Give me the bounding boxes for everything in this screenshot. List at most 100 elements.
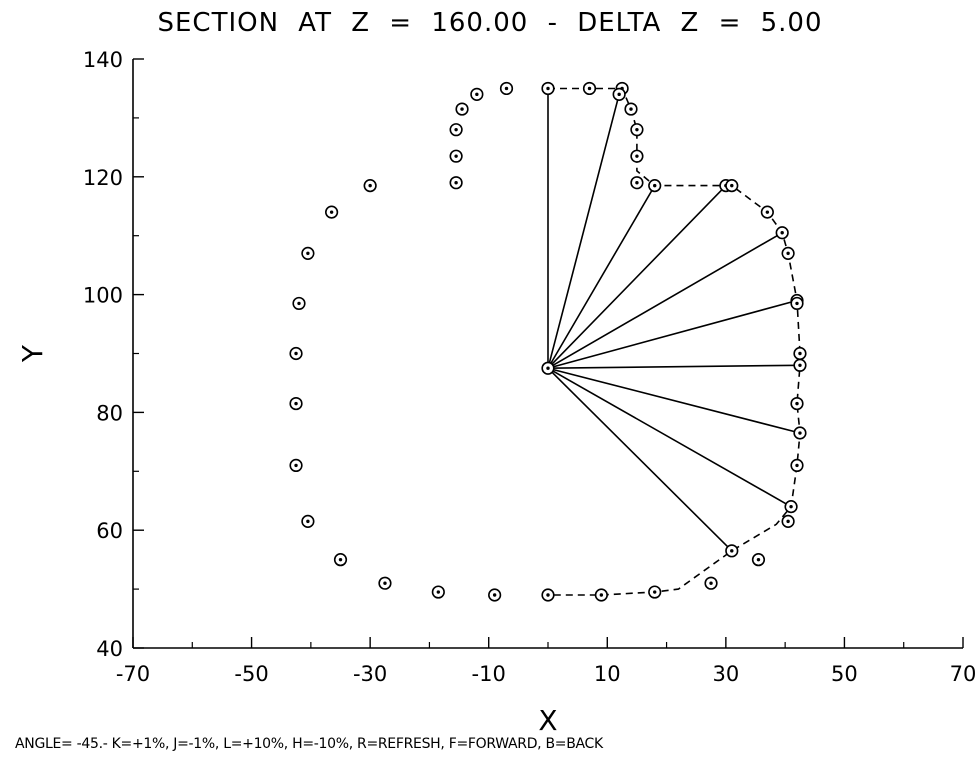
point-center — [436, 590, 441, 594]
point-center — [338, 557, 343, 562]
point-center — [730, 183, 734, 188]
point-center — [383, 581, 387, 585]
point-center — [798, 431, 802, 435]
point-center — [635, 127, 639, 132]
point-center — [765, 210, 770, 214]
point-center — [460, 107, 464, 111]
y-tick-label: 80 — [96, 401, 123, 425]
data-point — [455, 102, 469, 116]
ray-line — [547, 367, 801, 434]
outline-path — [548, 87, 801, 596]
point-center — [294, 401, 298, 406]
data-point — [289, 396, 303, 411]
data-point — [301, 514, 315, 528]
point-center — [454, 127, 458, 132]
point-center — [709, 581, 713, 585]
data-point — [790, 296, 804, 311]
data-point — [449, 149, 463, 163]
x-tick-label: -70 — [116, 662, 150, 686]
data-point — [301, 246, 315, 260]
point-center — [294, 351, 298, 356]
data-point — [333, 553, 348, 567]
x-tick-label: -30 — [353, 662, 387, 686]
data-point — [582, 81, 597, 96]
point-center — [780, 231, 784, 235]
dashed-outline — [548, 87, 801, 596]
data-point — [648, 179, 662, 193]
data-point — [630, 123, 644, 137]
data-point — [499, 81, 514, 96]
data-point — [793, 426, 807, 440]
point-center — [546, 593, 550, 597]
ray-line — [547, 364, 800, 370]
plot-title: SECTION AT Z = 160.00 - DELTA Z = 5.00 — [157, 8, 823, 38]
point-center — [368, 183, 372, 188]
point-center — [756, 557, 761, 562]
data-point — [363, 179, 377, 193]
data-point — [541, 81, 555, 96]
data-point — [793, 358, 807, 372]
ray-line — [547, 185, 727, 369]
data-point — [751, 553, 766, 567]
point-center — [617, 92, 621, 97]
data-point — [449, 123, 463, 137]
data-point — [725, 179, 739, 193]
data-point — [470, 87, 484, 101]
x-tick-label: 70 — [950, 662, 977, 686]
point-center — [297, 301, 301, 306]
x-axis-label: X — [538, 704, 557, 737]
data-point — [292, 296, 306, 311]
data-point — [541, 588, 555, 602]
data-point — [325, 205, 339, 219]
point-center — [454, 180, 458, 185]
data-point — [594, 588, 608, 602]
data-point — [725, 544, 739, 558]
data-point — [612, 87, 626, 101]
x-tick-label: 10 — [594, 662, 621, 686]
data-point — [624, 102, 638, 116]
point-center — [635, 180, 639, 185]
data-point — [289, 346, 303, 361]
point-center — [795, 463, 799, 468]
point-center — [795, 401, 799, 406]
ray-line — [547, 367, 733, 552]
point-center — [454, 154, 458, 158]
data-point — [704, 576, 718, 590]
point-center — [789, 504, 793, 509]
axis-labels: -70 -50 -30 -10 10 30 50 70 40 60 80 100 120 140 X Y — [16, 48, 976, 737]
point-center — [329, 210, 334, 214]
data-point — [793, 346, 807, 361]
x-tick-label: -50 — [234, 662, 268, 686]
x-tick-label: 50 — [831, 662, 858, 686]
y-tick-label: 60 — [96, 519, 123, 543]
ray-line — [547, 367, 792, 508]
section-points — [289, 81, 807, 602]
point-center — [798, 363, 802, 367]
axes — [132, 58, 964, 649]
point-center — [798, 351, 802, 356]
data-point — [488, 588, 502, 602]
data-point — [289, 458, 303, 473]
data-point — [431, 585, 445, 599]
point-center — [294, 463, 298, 468]
point-center — [629, 107, 633, 111]
data-point — [784, 500, 798, 514]
y-axis-label: Y — [16, 344, 49, 363]
point-center — [492, 593, 497, 597]
point-center — [599, 593, 604, 597]
status-line: ANGLE= -45.- K=+1%, J=-1%, L=+10%, H=-10… — [15, 736, 603, 752]
x-tick-label: 30 — [712, 662, 739, 686]
data-point — [790, 396, 804, 411]
point-center — [653, 590, 657, 594]
y-tick-label: 100 — [83, 284, 123, 308]
data-point — [760, 205, 774, 219]
point-center — [546, 86, 550, 91]
point-center — [306, 519, 310, 524]
ray-line — [547, 232, 783, 369]
point-center — [795, 301, 799, 306]
point-center — [653, 183, 657, 188]
ray-line — [547, 94, 620, 369]
data-point — [378, 576, 392, 590]
rays — [547, 88, 801, 552]
